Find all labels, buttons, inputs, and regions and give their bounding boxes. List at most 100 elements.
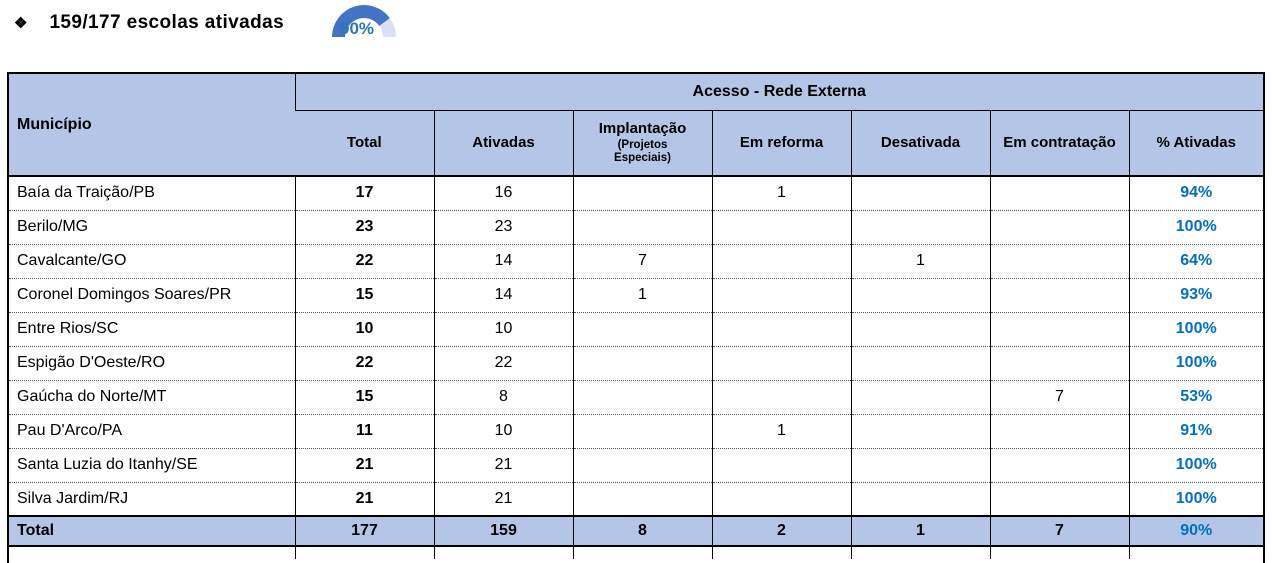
gauge-value-arc	[332, 5, 390, 38]
gauge-label: 90%	[340, 19, 374, 38]
cell-pct-ativadas: 100%	[1128, 447, 1263, 482]
total-row-desativada: 1	[850, 515, 990, 547]
cell-em-reforma	[711, 481, 851, 516]
total-row-pct-ativadas: 90%	[1128, 515, 1263, 547]
total-row: Total 177 159 8 2 1 7 90%	[9, 515, 1263, 547]
column-header-implantacao-subtitle: (Projetos Especiais)	[614, 139, 671, 165]
cell-desativada	[850, 413, 990, 448]
cell-total: 21	[294, 481, 434, 516]
group-header-acesso-rede-externa: Acesso - Rede Externa	[294, 74, 1263, 111]
title-text: 159/177 escolas ativadas	[49, 12, 285, 33]
cell-em-reforma	[711, 379, 851, 414]
table-row: Gaúcha do Norte/MT 15 8 7 53%	[9, 379, 1263, 414]
table-body: Baía da Traição/PB 17 16 1 94% Berilo/MG 23 23 1…	[9, 176, 1263, 516]
cell-ativadas: 16	[433, 176, 573, 210]
cell-implantacao	[572, 176, 712, 210]
cell-desativada	[850, 481, 990, 516]
cell-ativadas: 21	[433, 481, 573, 516]
cell-municipio: Berilo/MG	[9, 209, 295, 244]
cell-municipio: Silva Jardim/RJ	[9, 481, 295, 516]
cell-em-reforma	[711, 277, 851, 312]
column-header-implantacao: Implantação (Projetos Especiais)	[572, 110, 712, 177]
cell-ativadas: 10	[433, 413, 573, 448]
cell-pct-ativadas: 93%	[1128, 277, 1263, 312]
cell-desativada	[850, 379, 990, 414]
column-header-implantacao-label: Implantação	[598, 120, 687, 138]
diamond-bullet-icon: ❖	[14, 15, 28, 32]
cell-implantacao	[572, 311, 712, 346]
cell-ativadas: 10	[433, 311, 573, 346]
cell-implantacao	[572, 209, 712, 244]
column-header-em-reforma: Em reforma	[711, 110, 851, 177]
table-row: Baía da Traição/PB 17 16 1 94%	[9, 176, 1263, 210]
cell-total: 22	[294, 345, 434, 380]
cell-municipio: Espigão D'Oeste/RO	[9, 345, 295, 380]
column-header-row: Total Ativadas Implantação (Projetos Esp…	[9, 110, 1263, 177]
group-header-row: Município Acesso - Rede Externa	[9, 74, 1263, 177]
cell-desativada	[850, 311, 990, 346]
cell-total: 22	[294, 243, 434, 278]
cell-municipio: Pau D'Arco/PA	[9, 413, 295, 448]
column-header-em-contratacao: Em contratação	[989, 110, 1129, 177]
cell-total: 10	[294, 311, 434, 346]
cell-em-contratacao	[989, 413, 1129, 448]
cell-em-contratacao	[989, 345, 1129, 380]
cell-total: 11	[294, 413, 434, 448]
gauge-track-arc	[379, 18, 396, 38]
table-row: Berilo/MG 23 23 100%	[9, 209, 1263, 244]
cell-ativadas: 14	[433, 277, 573, 312]
cell-desativada	[850, 176, 990, 210]
cell-em-reforma	[711, 447, 851, 482]
cell-pct-ativadas: 91%	[1128, 413, 1263, 448]
cell-em-contratacao: 7	[989, 379, 1129, 414]
table-row: Cavalcante/GO 22 14 7 1 64%	[9, 243, 1263, 278]
cell-implantacao	[572, 413, 712, 448]
cell-municipio: Coronel Domingos Soares/PR	[9, 277, 295, 312]
cell-em-contratacao	[989, 447, 1129, 482]
cell-em-reforma	[711, 345, 851, 380]
cell-pct-ativadas: 94%	[1128, 176, 1263, 210]
cell-municipio: Gaúcha do Norte/MT	[9, 379, 295, 414]
cell-municipio: Cavalcante/GO	[9, 243, 295, 278]
cell-em-contratacao	[989, 481, 1129, 516]
cell-implantacao	[572, 345, 712, 380]
cell-implantacao	[572, 447, 712, 482]
cell-municipio: Santa Luzia do Itanhy/SE	[9, 447, 295, 482]
column-header-pct-ativadas: % Ativadas	[1128, 110, 1263, 177]
cell-em-contratacao	[989, 277, 1129, 312]
cell-em-contratacao	[989, 209, 1129, 244]
cropped-empty-row	[9, 546, 1263, 559]
cell-ativadas: 21	[433, 447, 573, 482]
cell-total: 21	[294, 447, 434, 482]
cell-implantacao	[572, 379, 712, 414]
total-row-em-reforma: 2	[711, 515, 851, 547]
column-header-desativada: Desativada	[850, 110, 990, 177]
total-row-implantacao: 8	[572, 515, 712, 547]
cell-total: 17	[294, 176, 434, 210]
cell-desativada	[850, 277, 990, 312]
table-row: Silva Jardim/RJ 21 21 100%	[9, 481, 1263, 516]
cell-implantacao	[572, 481, 712, 516]
total-row-em-contratacao: 7	[989, 515, 1129, 547]
cell-ativadas: 22	[433, 345, 573, 380]
cell-pct-ativadas: 64%	[1128, 243, 1263, 278]
cell-implantacao: 7	[572, 243, 712, 278]
table-row: Coronel Domingos Soares/PR 15 14 1 93%	[9, 277, 1263, 312]
cell-municipio: Baía da Traição/PB	[17, 184, 155, 202]
column-header-total: Total	[295, 110, 434, 177]
cell-pct-ativadas: 100%	[1128, 311, 1263, 346]
cell-em-contratacao	[989, 243, 1129, 278]
page-title: ❖ 159/177 escolas ativadas	[14, 12, 284, 34]
cell-pct-ativadas: 100%	[1128, 209, 1263, 244]
cell-municipio: Entre Rios/SC	[9, 311, 295, 346]
cell-pct-ativadas: 100%	[1128, 345, 1263, 380]
cell-total: 23	[294, 209, 434, 244]
cell-total: 15	[294, 379, 434, 414]
column-header-municipio: Município	[9, 74, 295, 177]
schools-table: Município Acesso - Rede Externa Total At…	[7, 72, 1265, 563]
cell-em-reforma	[711, 209, 851, 244]
cell-desativada	[850, 345, 990, 380]
cell-ativadas: 23	[433, 209, 573, 244]
cell-em-contratacao	[989, 176, 1129, 210]
cell-pct-ativadas: 100%	[1128, 481, 1263, 516]
